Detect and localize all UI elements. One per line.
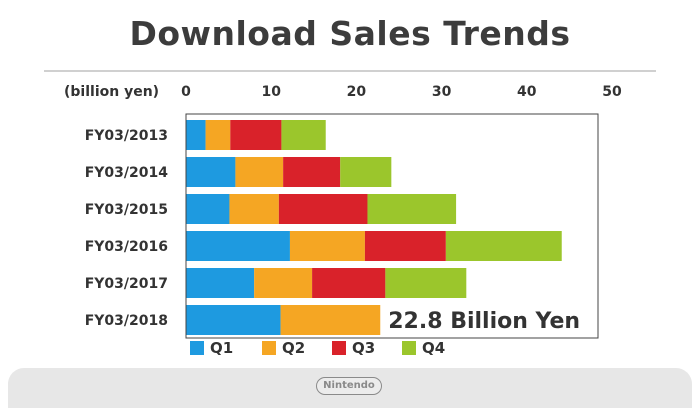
title-divider	[44, 70, 656, 72]
bar-segment-q1	[186, 120, 206, 150]
bar-segment-q2	[205, 120, 231, 150]
x-tick-label: 40	[517, 84, 537, 100]
x-tick-label: 30	[432, 84, 452, 100]
bar-segment-q3	[312, 268, 386, 298]
bar-segment-q2	[289, 231, 365, 261]
x-tick-label: 0	[181, 84, 191, 100]
legend-label-q1: Q1	[210, 339, 233, 357]
category-label: FY03/2013	[85, 128, 168, 144]
bar-segment-q3	[278, 194, 368, 224]
nintendo-logo: Nintendo	[316, 377, 382, 395]
legend-swatch-q3	[332, 341, 346, 355]
chart-area: (billion yen) 0 10 20 30 40 50 FY03/2013FY03/…	[64, 84, 622, 357]
plot-frame	[185, 113, 599, 339]
bar-segment-q2	[280, 305, 381, 335]
legend: Q1 Q2 Q3 Q4	[190, 339, 445, 357]
category-label: FY03/2017	[85, 276, 168, 292]
x-tick-label: 20	[347, 84, 367, 100]
bar-segment-q3	[230, 120, 282, 150]
legend-swatch-q2	[262, 341, 276, 355]
bar-segment-q1	[186, 305, 281, 335]
bar-segment-q1	[186, 157, 236, 187]
x-tick-label: 50	[602, 84, 622, 100]
category-label: FY03/2016	[85, 239, 168, 255]
category-label: FY03/2018	[85, 313, 168, 329]
bar-segment-q3	[364, 231, 446, 261]
annotation-label: 22.8 Billion Yen	[388, 309, 580, 334]
category-label: FY03/2015	[85, 202, 168, 218]
bar-segment-q4	[340, 157, 392, 187]
legend-swatch-q4	[402, 341, 416, 355]
bars	[186, 120, 562, 335]
bar-segment-q2	[254, 268, 313, 298]
bar-segment-q4	[281, 120, 326, 150]
x-tick-label: 10	[261, 84, 281, 100]
legend-label-q4: Q4	[422, 339, 445, 357]
category-label: FY03/2014	[85, 165, 169, 181]
bar-segment-q2	[229, 194, 279, 224]
bar-segment-q3	[283, 157, 341, 187]
legend-label-q2: Q2	[282, 339, 305, 357]
bar-segment-q2	[235, 157, 284, 187]
bar-segment-q4	[385, 268, 467, 298]
bar-segment-q1	[186, 194, 230, 224]
x-axis-ticks: 0 10 20 30 40 50	[181, 84, 622, 100]
bar-segment-q1	[186, 268, 255, 298]
chart-title: Download Sales Trends	[129, 14, 571, 53]
bar-segment-q1	[186, 231, 290, 261]
unit-label: (billion yen)	[64, 84, 159, 100]
bar-segment-q4	[445, 231, 562, 261]
legend-swatch-q1	[190, 341, 204, 355]
legend-label-q3: Q3	[352, 339, 375, 357]
category-labels: FY03/2013 FY03/2014 FY03/2015 FY03/2016 FY03…	[85, 128, 169, 329]
bar-segment-q4	[367, 194, 457, 224]
